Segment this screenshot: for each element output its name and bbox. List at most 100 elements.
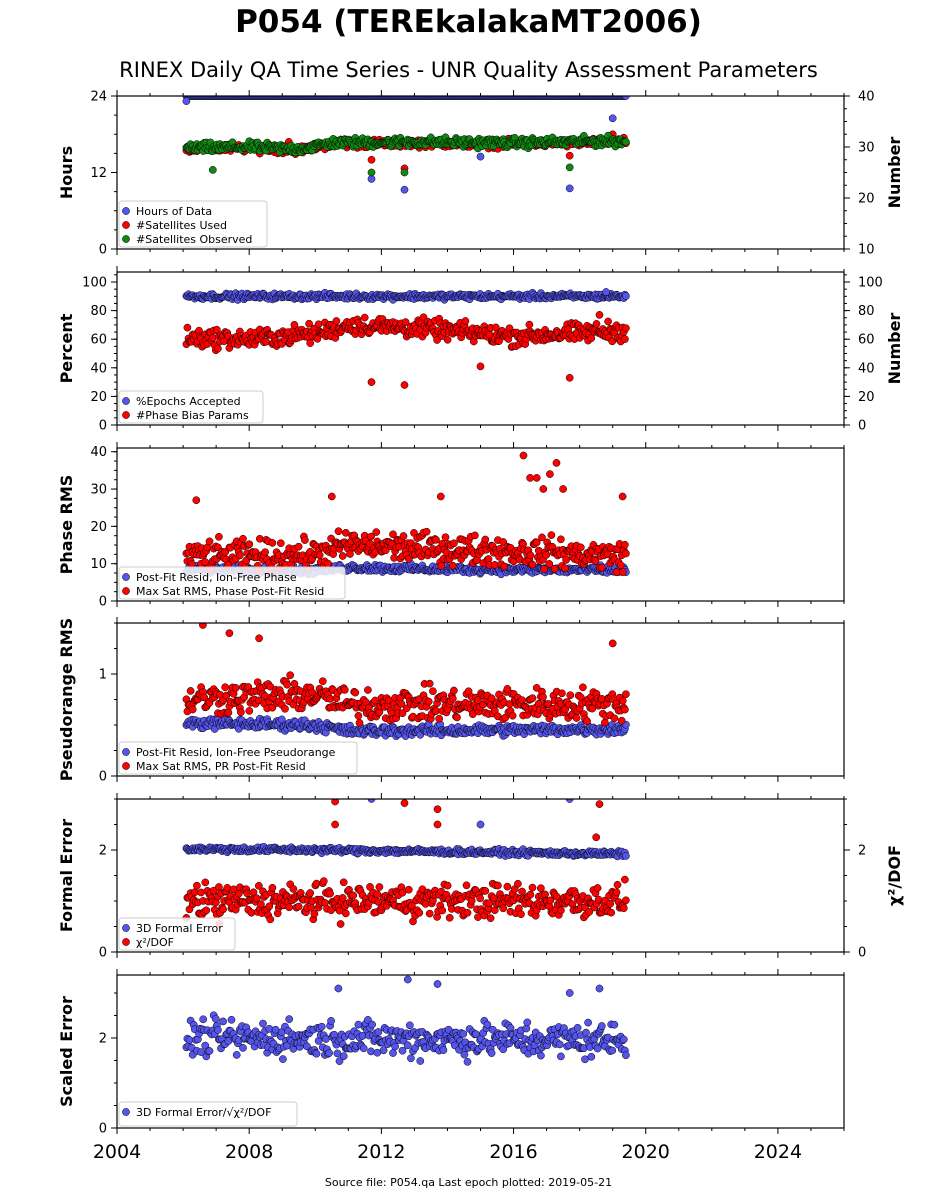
data-point [183,323,192,332]
data-point [607,908,616,917]
y2-tick-label: 60 [858,333,875,348]
data-point [211,1015,220,1023]
data-point [618,696,627,705]
outlier-point [400,168,409,177]
outlier-point [367,155,376,164]
data-point [266,915,275,924]
data-point [525,320,534,329]
legend-entry: χ²/DOF [136,936,174,949]
outlier-point [595,311,604,319]
data-point [379,1046,388,1055]
data-point [221,683,230,692]
data-point [538,533,546,542]
data-point [546,896,555,905]
y-tick-label: 24 [90,90,107,105]
legend-entry: Post-Fit Resid, Ion-Free Pseudorange [136,746,336,759]
data-point [550,564,559,573]
data-point [622,852,630,860]
data-point [476,894,484,903]
data-point [622,549,630,558]
data-point [621,705,629,714]
y-tick-label: 30 [90,483,107,498]
outlier-point [565,184,574,193]
data-point [354,711,363,720]
legend-marker [122,587,130,595]
outlier-point [565,163,574,172]
data-point [346,550,354,558]
y-tick-label: 0 [99,770,107,785]
data-point [215,883,223,891]
outlier-point [546,470,554,478]
data-point [324,559,332,568]
data-point [606,899,615,908]
data-point [481,887,490,895]
data-point [547,531,556,539]
data-point [404,885,413,894]
legend-marker [122,207,130,215]
data-point [391,1042,399,1051]
legend-entry: Post-Fit Resid, Ion-Free Phase [136,571,297,584]
data-point [205,1047,214,1055]
data-point [313,334,322,343]
data-point [398,709,407,718]
data-point [231,684,240,692]
data-point [336,920,345,928]
outlier-point [565,373,574,382]
data-point [335,1057,344,1065]
legend-entry: %Epochs Accepted [136,395,241,408]
data-point [312,1049,321,1058]
data-point [474,696,482,705]
data-point [422,527,431,536]
y2-tick-label: 0 [858,946,866,961]
data-point [187,560,196,568]
y-axis-label: Formal Error [57,819,76,932]
y-tick-label: 60 [90,333,107,348]
legend: Hours of Data#Satellites Used#Satellites… [118,200,268,248]
y-tick-label: 2 [99,844,107,859]
legend: %Epochs Accepted#Phase Bias Params [118,390,264,424]
outlier-point [476,152,485,161]
outlier-point [618,492,627,501]
outlier-point [526,474,534,482]
data-point [397,699,406,708]
data-point [223,884,232,892]
y-axis-label: Hours [57,146,76,199]
legend-entry: #Phase Bias Params [136,409,249,422]
legend-entry: Max Sat RMS, PR Post-Fit Resid [136,760,306,773]
legend-marker [122,762,130,770]
data-point [461,317,470,325]
data-point [576,543,585,552]
data-point [281,704,289,713]
outlier-point [367,378,376,386]
data-point [617,716,626,725]
data-point [558,689,566,698]
y-tick-label: 0 [99,419,107,434]
panel-2-points [182,288,630,389]
data-point [325,1049,333,1057]
data-point [540,565,548,574]
data-point [622,292,630,300]
data-point [618,568,627,576]
data-point [537,884,545,893]
data-point [622,324,630,333]
y2-tick-label: 30 [858,141,875,156]
y2-tick-label: 80 [858,304,875,319]
y-tick-label: 20 [90,390,107,405]
data-point [334,527,343,536]
outlier-point [327,492,336,501]
panel-5-points [182,799,630,928]
data-point [450,539,458,548]
data-point [619,904,628,913]
data-point [448,694,457,703]
data-point [441,533,450,542]
data-point [398,1046,407,1055]
data-point [301,536,309,544]
outlier-point [208,166,217,174]
legend-marker [122,221,130,229]
y2-tick-label: 2 [858,844,866,859]
y-tick-label: 40 [90,361,107,376]
